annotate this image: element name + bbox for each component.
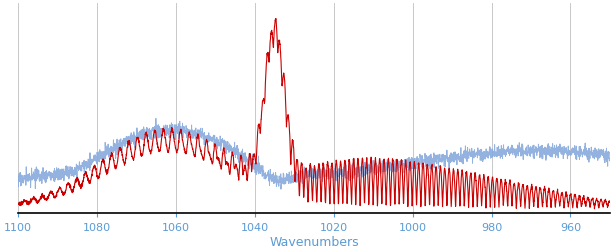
X-axis label: Wavenumbers: Wavenumbers	[269, 235, 359, 248]
